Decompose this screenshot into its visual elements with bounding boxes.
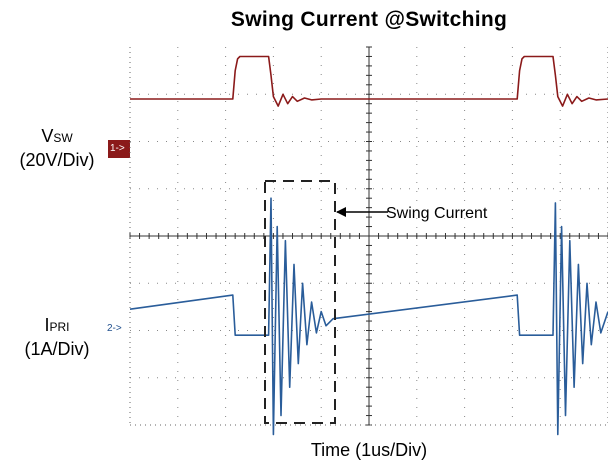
x-axis-label: Time (1us/Div) xyxy=(310,440,428,460)
ch2-marker: 2-> xyxy=(107,323,122,334)
vsw-label-main: V xyxy=(41,126,54,146)
trace-vsw xyxy=(130,55,608,107)
grid xyxy=(129,46,608,426)
ipri-scale-label: (1A/Div) xyxy=(24,339,90,359)
vsw-label-sub: SW xyxy=(53,131,73,145)
annotation-arrow-head xyxy=(336,207,346,217)
ipri-label-sub: PRI xyxy=(49,320,70,334)
ch1-marker: 1-> xyxy=(108,140,130,158)
trace-ipri xyxy=(129,197,608,436)
annotation-label: Swing Current xyxy=(386,205,488,222)
traces xyxy=(129,55,608,436)
vsw-scale-label: (20V/Div) xyxy=(19,150,95,170)
chart-title: Swing Current @Switching xyxy=(230,8,508,31)
ipri-label-main: I xyxy=(44,315,50,335)
vsw-axis-label: VSW (20V/Div) xyxy=(4,125,110,171)
swing-current-highlight-box xyxy=(264,180,336,424)
ipri-axis-label: IPRI (1A/Div) xyxy=(4,314,110,360)
